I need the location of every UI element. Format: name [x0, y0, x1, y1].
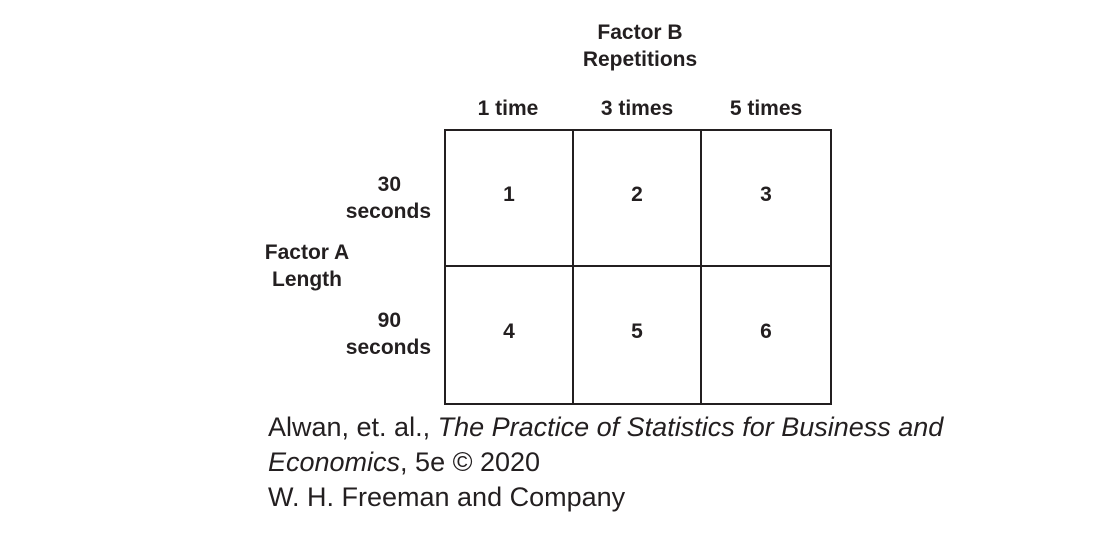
factor-b-name: Factor B	[597, 21, 683, 44]
factor-a-name: Factor A	[264, 241, 350, 264]
source-caption: Alwan, et. al., The Practice of Statisti…	[268, 410, 968, 515]
caption-publisher: W. H. Freeman and Company	[268, 482, 626, 512]
column-header-2: 3 times	[600, 97, 674, 120]
row-header-2: 90 seconds	[300, 307, 431, 361]
column-header-1: 1 time	[477, 97, 539, 120]
factor-a-label: Length	[272, 268, 342, 291]
factor-a-header: Factor A Length	[232, 239, 382, 293]
factor-b-header: Factor B Repetitions	[540, 19, 740, 73]
column-header-3: 5 times	[729, 97, 803, 120]
caption-book-title: The Practice of Statistics for Business …	[268, 412, 944, 477]
row-header-1: 30 seconds	[300, 171, 431, 225]
treatment-cell-3: 3	[702, 131, 830, 267]
caption-edition: , 5e © 2020	[400, 447, 541, 477]
row-header-1-value: 30	[377, 173, 401, 196]
caption-authors: Alwan, et. al.,	[268, 412, 438, 442]
treatment-grid: 1 2 3 4 5 6	[444, 129, 832, 405]
treatment-cell-4: 4	[446, 267, 574, 403]
row-header-2-value: 90	[377, 309, 401, 332]
row-header-2-unit: seconds	[345, 336, 431, 359]
treatment-cell-6: 6	[760, 320, 772, 343]
treatment-cell-2: 2	[574, 131, 702, 267]
treatment-cell-5: 5	[574, 267, 702, 403]
factor-b-label: Repetitions	[582, 48, 698, 71]
row-header-1-unit: seconds	[345, 200, 431, 223]
treatment-cell-1: 1	[446, 131, 574, 267]
